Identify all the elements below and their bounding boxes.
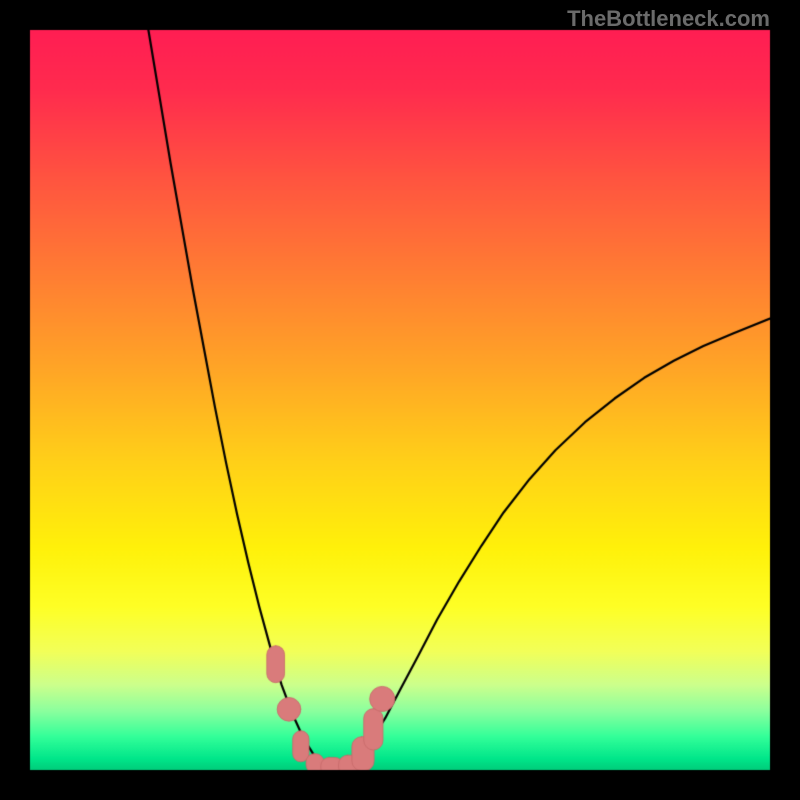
stage: TheBottleneck.com [0, 0, 800, 800]
watermark-text: TheBottleneck.com [567, 6, 770, 32]
bottleneck-curve-chart [0, 0, 800, 800]
